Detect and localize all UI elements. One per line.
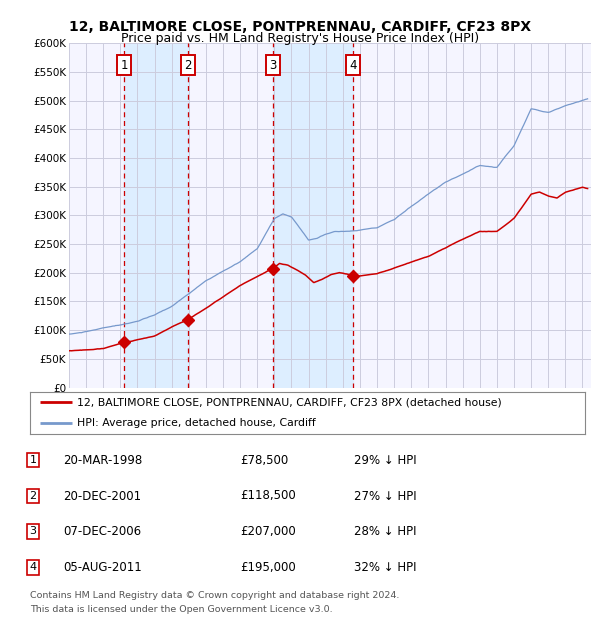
Text: 1: 1 [29, 455, 37, 465]
Text: HPI: Average price, detached house, Cardiff: HPI: Average price, detached house, Card… [77, 418, 316, 428]
Text: 12, BALTIMORE CLOSE, PONTPRENNAU, CARDIFF, CF23 8PX: 12, BALTIMORE CLOSE, PONTPRENNAU, CARDIF… [69, 20, 531, 34]
Text: 32% ↓ HPI: 32% ↓ HPI [354, 561, 416, 574]
Text: Contains HM Land Registry data © Crown copyright and database right 2024.: Contains HM Land Registry data © Crown c… [30, 591, 400, 600]
Text: 4: 4 [29, 562, 37, 572]
Text: 3: 3 [29, 526, 37, 536]
Text: 05-AUG-2011: 05-AUG-2011 [63, 561, 142, 574]
Text: £78,500: £78,500 [240, 454, 288, 466]
Bar [124, 43, 188, 388]
Text: 4: 4 [349, 59, 356, 72]
Bar [273, 43, 353, 388]
Text: 2: 2 [185, 59, 192, 72]
Text: £195,000: £195,000 [240, 561, 296, 574]
Text: 12, BALTIMORE CLOSE, PONTPRENNAU, CARDIFF, CF23 8PX (detached house): 12, BALTIMORE CLOSE, PONTPRENNAU, CARDIF… [77, 397, 502, 407]
Text: 3: 3 [269, 59, 277, 72]
Text: 28% ↓ HPI: 28% ↓ HPI [354, 525, 416, 538]
Text: This data is licensed under the Open Government Licence v3.0.: This data is licensed under the Open Gov… [30, 604, 332, 614]
Text: 29% ↓ HPI: 29% ↓ HPI [354, 454, 416, 466]
Text: £118,500: £118,500 [240, 490, 296, 502]
Text: 2: 2 [29, 491, 37, 501]
Text: 07-DEC-2006: 07-DEC-2006 [63, 525, 141, 538]
Text: 27% ↓ HPI: 27% ↓ HPI [354, 490, 416, 502]
Text: 20-DEC-2001: 20-DEC-2001 [63, 490, 141, 502]
Text: 20-MAR-1998: 20-MAR-1998 [63, 454, 142, 466]
Text: £207,000: £207,000 [240, 525, 296, 538]
Text: 1: 1 [121, 59, 128, 72]
Text: Price paid vs. HM Land Registry's House Price Index (HPI): Price paid vs. HM Land Registry's House … [121, 32, 479, 45]
